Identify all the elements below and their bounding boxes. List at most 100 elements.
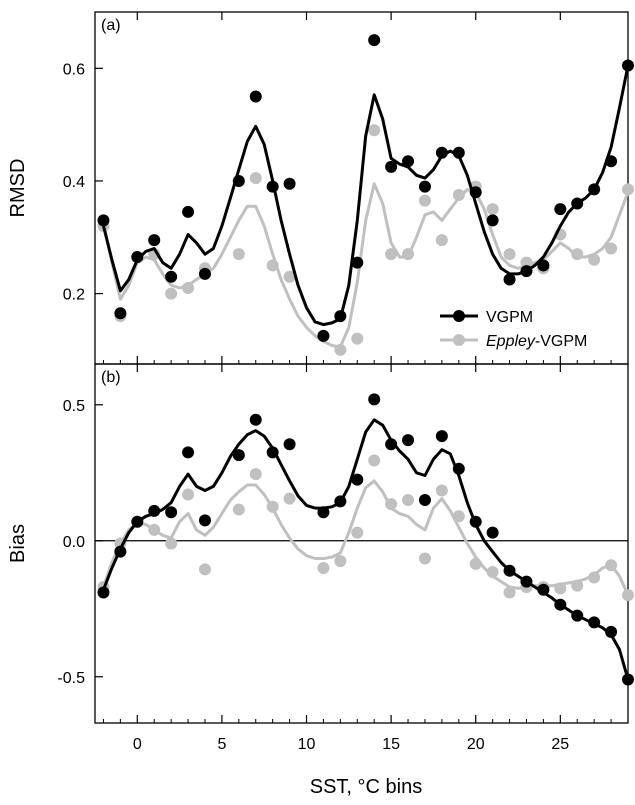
data-point-vgpm [435, 146, 448, 159]
data-point-vgpm [317, 329, 330, 342]
panel-label: (b) [101, 369, 121, 386]
data-point-eppley-vgpm [452, 189, 465, 202]
series-line-vgpm [102, 64, 630, 327]
data-point-eppley-vgpm [317, 561, 330, 574]
x-tick-label: 10 [298, 736, 316, 753]
data-point-eppley-vgpm [283, 270, 296, 283]
data-point-vgpm [232, 449, 245, 462]
data-point-vgpm [452, 146, 465, 159]
data-point-vgpm [249, 413, 262, 426]
legend-label-eppley: Eppley-VGPM [486, 333, 587, 350]
data-point-eppley-vgpm [588, 571, 601, 584]
data-point-vgpm [588, 616, 601, 629]
data-point-eppley-vgpm [232, 503, 245, 516]
data-point-eppley-vgpm [148, 523, 161, 536]
legend-marker-vgpm [453, 310, 465, 322]
data-point-eppley-vgpm [182, 281, 195, 294]
data-point-vgpm [520, 265, 533, 278]
data-point-vgpm [385, 160, 398, 173]
panel-label: (a) [101, 17, 121, 34]
y-tick-label: 0.4 [63, 174, 85, 191]
data-point-eppley-vgpm [605, 242, 618, 255]
data-point-eppley-vgpm [571, 248, 584, 261]
data-point-vgpm [537, 259, 550, 272]
data-point-vgpm [385, 438, 398, 451]
data-point-vgpm [622, 59, 634, 72]
data-point-eppley-vgpm [283, 492, 296, 505]
data-point-vgpm [571, 609, 584, 622]
data-point-eppley-vgpm [385, 248, 398, 261]
data-point-eppley-vgpm [469, 557, 482, 570]
data-point-eppley-vgpm [165, 287, 178, 300]
data-point-vgpm [418, 180, 431, 193]
data-point-vgpm [486, 214, 499, 227]
x-tick-label: 5 [217, 736, 226, 753]
data-point-eppley-vgpm [249, 172, 262, 185]
data-point-eppley-vgpm [182, 488, 195, 501]
data-point-vgpm [503, 273, 516, 286]
data-point-eppley-vgpm [249, 468, 262, 481]
data-point-eppley-vgpm [622, 183, 634, 196]
y-axis-label: RMSD [7, 159, 29, 218]
data-point-vgpm [334, 310, 347, 323]
data-point-vgpm [435, 430, 448, 443]
data-point-vgpm [317, 506, 330, 519]
data-point-eppley-vgpm [232, 248, 245, 261]
data-point-eppley-vgpm [198, 563, 211, 576]
data-point-vgpm [232, 174, 245, 187]
data-point-vgpm [402, 155, 415, 168]
data-point-vgpm [131, 515, 144, 528]
plot-frame [94, 363, 629, 724]
data-point-vgpm [571, 197, 584, 210]
data-point-eppley-vgpm [334, 555, 347, 568]
data-point-eppley-vgpm [368, 454, 381, 467]
data-point-vgpm [114, 545, 127, 558]
legend-marker-eppley [453, 334, 465, 346]
data-point-eppley-vgpm [165, 537, 178, 550]
data-point-vgpm [554, 598, 567, 611]
data-point-vgpm [165, 270, 178, 283]
y-axis-label: Bias [7, 524, 29, 563]
x-tick-label: 15 [382, 736, 400, 753]
data-point-vgpm [198, 267, 211, 280]
data-point-vgpm [351, 256, 364, 269]
data-point-eppley-vgpm [486, 566, 499, 579]
data-point-eppley-vgpm [605, 559, 618, 572]
data-point-eppley-vgpm [588, 253, 601, 266]
data-point-eppley-vgpm [418, 552, 431, 565]
data-point-eppley-vgpm [351, 526, 364, 539]
data-point-vgpm [418, 493, 431, 506]
data-point-vgpm [266, 446, 279, 459]
data-point-eppley-vgpm [503, 586, 516, 599]
data-point-eppley-vgpm [266, 259, 279, 272]
data-point-vgpm [452, 462, 465, 475]
data-point-vgpm [131, 250, 144, 263]
data-point-vgpm [351, 473, 364, 486]
data-point-eppley-vgpm [622, 589, 634, 602]
data-point-vgpm [97, 214, 110, 227]
data-point-vgpm [182, 205, 195, 218]
legend-label-vgpm: VGPM [486, 309, 533, 326]
data-point-vgpm [368, 393, 381, 406]
data-point-vgpm [114, 307, 127, 320]
data-point-vgpm [283, 438, 296, 451]
data-point-vgpm [97, 586, 110, 599]
data-point-eppley-vgpm [435, 234, 448, 247]
data-point-vgpm [198, 514, 211, 527]
panel-a: 0.2 0.4 0.6 RMSD (a) [7, 11, 634, 365]
data-point-eppley-vgpm [452, 510, 465, 523]
data-point-eppley-vgpm [402, 493, 415, 506]
x-tick-label: 0 [133, 736, 142, 753]
data-point-vgpm [605, 155, 618, 168]
series-line-eppley-vgpm [102, 479, 630, 597]
x-tick-label: 25 [551, 736, 569, 753]
data-point-eppley-vgpm [334, 343, 347, 356]
panel-b: 0 5 10 15 20 25 -0.5 0.0 0.5 Bias (b) [7, 363, 634, 753]
data-point-eppley-vgpm [351, 332, 364, 345]
data-point-vgpm [266, 180, 279, 193]
y-tick-label: 0.0 [63, 534, 85, 551]
data-point-eppley-vgpm [554, 582, 567, 595]
data-point-eppley-vgpm [402, 248, 415, 261]
data-point-eppley-vgpm [520, 256, 533, 269]
